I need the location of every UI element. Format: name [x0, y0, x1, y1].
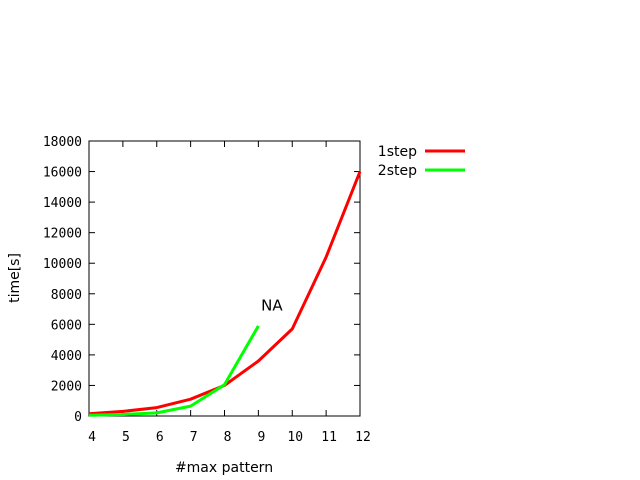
series-line-1step: [88, 171, 362, 416]
legend-label-1step: 1step: [378, 144, 417, 160]
x-tick-label: 12: [355, 430, 371, 445]
y-tick-label: 8000: [51, 288, 82, 303]
x-axis-title: #max pattern: [175, 460, 273, 476]
annotation-layer: NA: [261, 297, 283, 315]
series-line-2step: [88, 325, 260, 417]
x-axis-ticks: 4 5 6 7 8 9 10 11 12: [88, 141, 371, 445]
y-tick-label: 6000: [51, 318, 82, 333]
x-tick-label: 7: [190, 430, 198, 445]
y-tick-label: 14000: [43, 196, 82, 211]
x-tick-label: 10: [287, 430, 303, 445]
y-tick-label: 16000: [43, 166, 82, 181]
y-axis-title: time[s]: [7, 253, 23, 303]
x-tick-label: 5: [122, 430, 130, 445]
y-tick-label: 18000: [43, 135, 82, 150]
y-axis-ticks: 0 2000 4000 6000 8000 10000 12000 14000 16000 180…: [43, 135, 360, 425]
y-tick-label: 10000: [43, 257, 82, 272]
x-tick-label: 4: [88, 430, 96, 445]
legend: 1step 2step: [378, 144, 465, 179]
x-tick-label: 11: [321, 430, 337, 445]
annotation-label: NA: [261, 297, 283, 315]
x-tick-label: 8: [224, 430, 232, 445]
x-tick-label: 6: [156, 430, 164, 445]
x-tick-label: 9: [257, 430, 265, 445]
plot-frame: [88, 140, 361, 417]
legend-label-2step: 2step: [378, 163, 417, 179]
series-layer: [88, 171, 362, 417]
y-tick-label: 0: [74, 410, 82, 425]
y-tick-label: 4000: [51, 349, 82, 364]
y-tick-label: 12000: [43, 227, 82, 242]
y-tick-label: 2000: [51, 379, 82, 394]
